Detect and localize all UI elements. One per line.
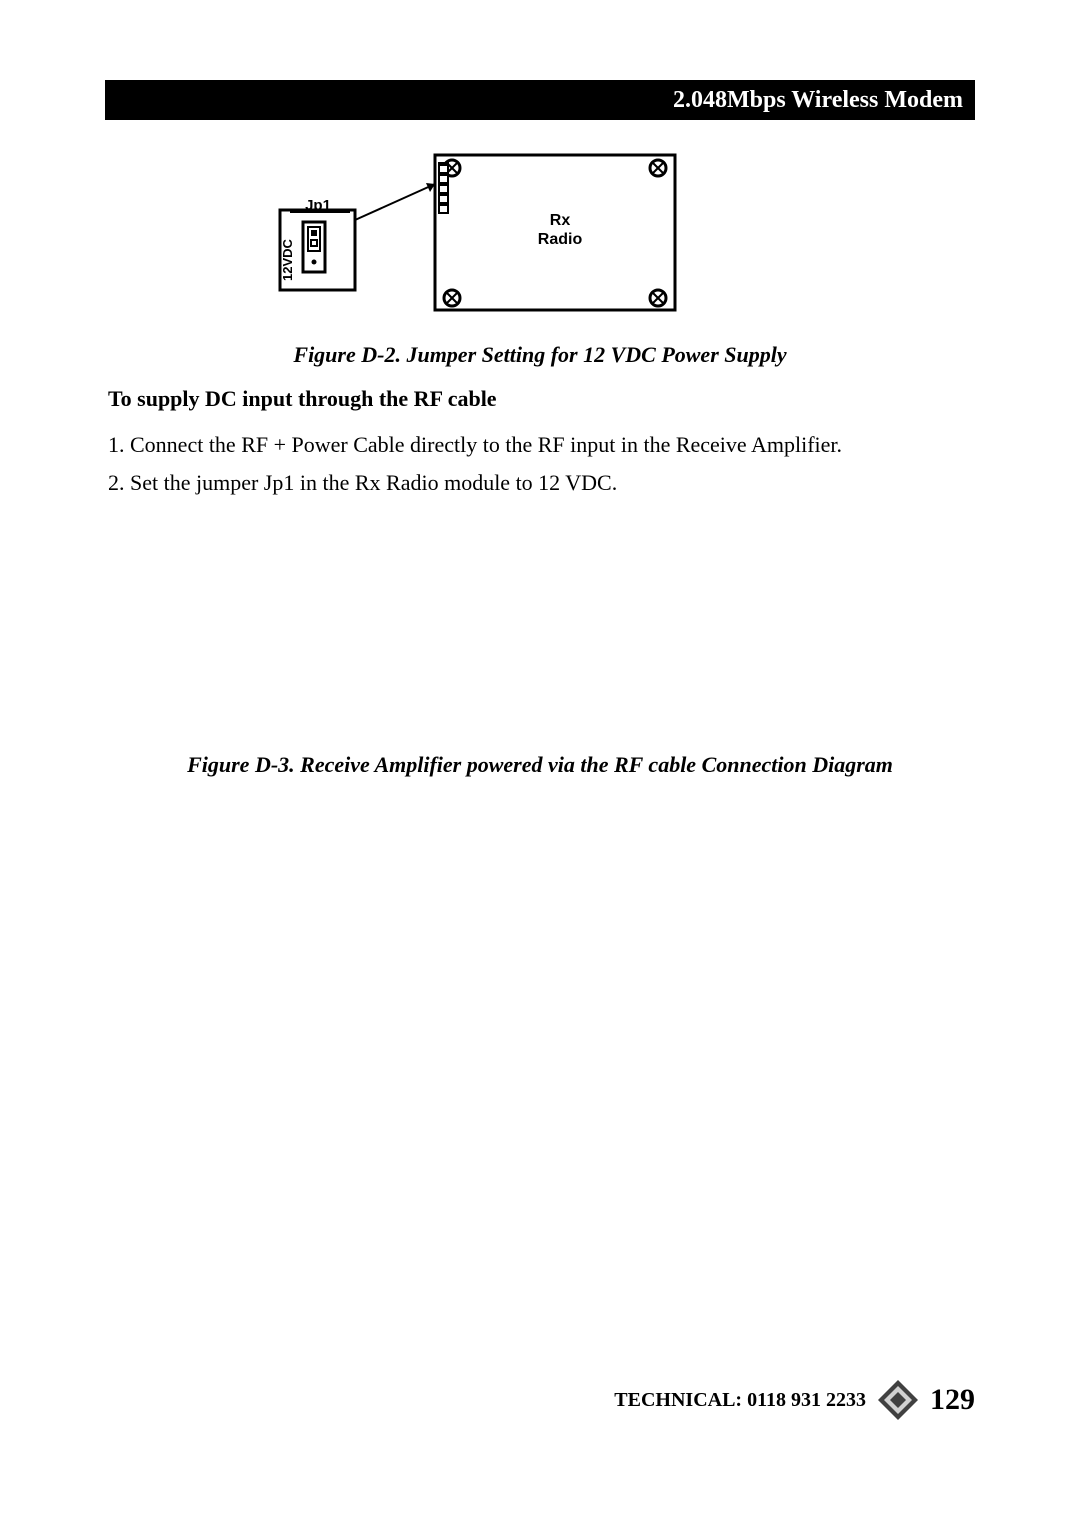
screw-icon [650,160,666,176]
screw-icon [650,290,666,306]
header-title: 2.048Mbps Wireless Modem [673,87,963,114]
footer-page-number: 129 [930,1383,975,1417]
footer-logo-icon [876,1378,920,1422]
step-1: 1. Connect the RF + Power Cable directly… [108,432,842,458]
section-heading: To supply DC input through the RF cable [108,386,497,412]
page: 2.048Mbps Wireless Modem Jp1 12VDC [0,0,1080,1528]
figure-d2-diagram: Jp1 12VDC [270,150,690,320]
header-bar: 2.048Mbps Wireless Modem [105,80,975,120]
footer: TECHNICAL: 0118 931 2233 129 [0,1378,975,1422]
jp1-label: Jp1 [305,197,331,214]
step-2: 2. Set the jumper Jp1 in the Rx Radio mo… [108,470,617,496]
figure-d3-caption: Figure D-3. Receive Amplifier powered vi… [0,752,1080,778]
footer-technical: TECHNICAL: 0118 931 2233 [614,1389,866,1412]
screw-icon [444,290,460,306]
rx-label-2: Radio [538,231,583,248]
rx-label-1: Rx [550,212,571,229]
vdc-label: 12VDC [280,238,295,281]
figure-d2-caption: Figure D-2. Jumper Setting for 12 VDC Po… [0,342,1080,368]
